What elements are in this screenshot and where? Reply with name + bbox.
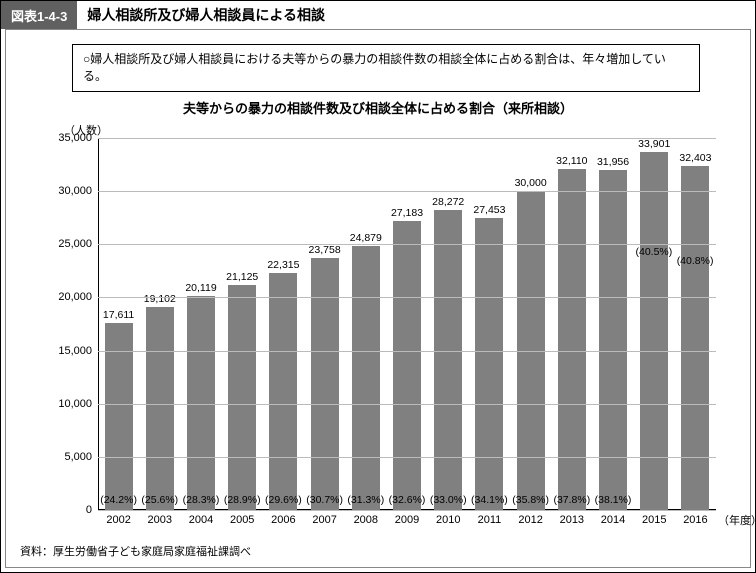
x-tick-label: 2013 xyxy=(560,514,584,526)
bars-group: 17,611(24.2%)200219,102(25.6%)200320,119… xyxy=(98,138,716,510)
bar-pct-label: (40.8%) xyxy=(677,255,714,267)
bar-value-label: 22,315 xyxy=(267,259,299,271)
x-tick-label: 2004 xyxy=(189,514,213,526)
bar-pct-label: (34.1%) xyxy=(471,494,508,506)
y-tick-label: 35,000 xyxy=(58,132,92,144)
x-axis-unit: （年度） xyxy=(718,512,756,528)
bar-value-label: 20,119 xyxy=(185,282,216,294)
y-tick-label: 20,000 xyxy=(58,291,92,303)
figure-title: 婦人相談所及び婦人相談員による相談 xyxy=(77,1,755,29)
bar: (38.1%) xyxy=(599,170,627,510)
grid-line xyxy=(98,191,716,192)
x-tick-label: 2010 xyxy=(436,514,460,526)
bar-value-label: 19,102 xyxy=(144,293,176,305)
bar-value-label: 32,403 xyxy=(679,152,711,164)
bar-slot: 33,901(40.5%)2015 xyxy=(634,138,675,510)
grid-line xyxy=(98,404,716,405)
bar-value-label: 30,000 xyxy=(515,177,547,189)
bar: (40.8%) xyxy=(681,166,709,510)
bar-pct-label: (24.2%) xyxy=(100,494,137,506)
bar-chart: 17,611(24.2%)200219,102(25.6%)200320,119… xyxy=(98,138,716,510)
figure-container: 図表1-4-3 婦人相談所及び婦人相談員による相談 ○婦人相談所及び婦人相談員に… xyxy=(0,0,756,573)
y-tick-label: 10,000 xyxy=(58,398,92,410)
bar-pct-label: (28.3%) xyxy=(183,494,220,506)
grid-line xyxy=(98,510,716,511)
bar-value-label: 24,879 xyxy=(350,232,382,244)
grid-line xyxy=(98,244,716,245)
y-tick-label: 0 xyxy=(86,504,92,516)
bar-pct-label: (31.3%) xyxy=(347,494,384,506)
bar: (37.8%) xyxy=(558,169,586,510)
bar-pct-label: (28.9%) xyxy=(224,494,261,506)
bar-pct-label: (37.8%) xyxy=(553,494,590,506)
bar-slot: 20,119(28.3%)2004 xyxy=(180,138,221,510)
bar-pct-label: (25.6%) xyxy=(141,494,178,506)
bar: (34.1%) xyxy=(475,218,503,510)
bar-pct-label: (38.1%) xyxy=(595,494,632,506)
title-row: 図表1-4-3 婦人相談所及び婦人相談員による相談 xyxy=(1,1,755,29)
bar-pct-label: (40.5%) xyxy=(635,246,672,258)
bar: (30.7%) xyxy=(311,258,339,511)
bar: (25.6%) xyxy=(146,307,174,510)
bar-value-label: 28,272 xyxy=(432,196,464,208)
figure-number: 図表1-4-3 xyxy=(1,1,77,29)
grid-line xyxy=(98,297,716,298)
bar-slot: 17,611(24.2%)2002 xyxy=(98,138,139,510)
bar-slot: 24,879(31.3%)2008 xyxy=(345,138,386,510)
x-tick-label: 2008 xyxy=(354,514,378,526)
bar-value-label: 33,901 xyxy=(638,138,670,150)
bar-slot: 31,956(38.1%)2014 xyxy=(592,138,633,510)
bar: (28.9%) xyxy=(228,285,256,510)
x-tick-label: 2009 xyxy=(395,514,419,526)
bar-value-label: 27,183 xyxy=(391,207,423,219)
inner-frame: ○婦人相談所及び婦人相談員における夫等からの暴力の相談件数の相談全体に占める割合… xyxy=(5,29,751,568)
bar-value-label: 32,110 xyxy=(556,155,587,167)
chart-subtitle: 夫等からの暴力の相談件数及び相談全体に占める割合（来所相談） xyxy=(6,98,750,117)
x-tick-label: 2014 xyxy=(601,514,625,526)
bar-slot: 22,315(29.6%)2006 xyxy=(263,138,304,510)
bar-slot: 21,125(28.9%)2005 xyxy=(222,138,263,510)
x-tick-label: 2012 xyxy=(518,514,542,526)
bar-value-label: 23,758 xyxy=(309,244,341,256)
bar-slot: 23,758(30.7%)2007 xyxy=(304,138,345,510)
bar-pct-label: (32.6%) xyxy=(389,494,426,506)
bar-slot: 19,102(25.6%)2003 xyxy=(139,138,180,510)
grid-line xyxy=(98,138,716,139)
grid-line xyxy=(98,351,716,352)
x-tick-label: 2003 xyxy=(148,514,172,526)
x-tick-label: 2011 xyxy=(478,514,502,526)
x-tick-label: 2002 xyxy=(106,514,130,526)
y-tick-label: 5,000 xyxy=(64,451,92,463)
bar-pct-label: (35.8%) xyxy=(512,494,549,506)
x-tick-label: 2007 xyxy=(312,514,336,526)
bar-slot: 28,272(33.0%)2010 xyxy=(428,138,469,510)
x-tick-label: 2016 xyxy=(683,514,707,526)
bar-pct-label: (30.7%) xyxy=(306,494,343,506)
bar-value-label: 31,956 xyxy=(597,156,629,168)
bar-pct-label: (33.0%) xyxy=(430,494,467,506)
bar: (29.6%) xyxy=(269,273,297,510)
grid-line xyxy=(98,457,716,458)
x-tick-label: 2006 xyxy=(271,514,295,526)
x-tick-label: 2005 xyxy=(230,514,254,526)
plot-area: 17,611(24.2%)200219,102(25.6%)200320,119… xyxy=(98,138,716,510)
bar: (32.6%) xyxy=(393,221,421,510)
bar-value-label: 17,611 xyxy=(103,309,134,321)
bar-value-label: 21,125 xyxy=(226,271,258,283)
bar-slot: 30,000(35.8%)2012 xyxy=(510,138,551,510)
bar-slot: 27,183(32.6%)2009 xyxy=(386,138,427,510)
y-tick-label: 15,000 xyxy=(58,345,92,357)
bar: (33.0%) xyxy=(434,210,462,510)
source-text: 資料：厚生労働省子ども家庭局家庭福祉課調べ xyxy=(20,543,251,559)
bar-slot: 27,453(34.1%)2011 xyxy=(469,138,510,510)
bar-slot: 32,110(37.8%)2013 xyxy=(551,138,592,510)
y-tick-label: 25,000 xyxy=(58,238,92,250)
note-box: ○婦人相談所及び婦人相談員における夫等からの暴力の相談件数の相談全体に占める割合… xyxy=(72,44,700,92)
bar: (31.3%) xyxy=(352,246,380,510)
x-tick-label: 2015 xyxy=(642,514,666,526)
y-tick-label: 30,000 xyxy=(58,185,92,197)
bar-value-label: 27,453 xyxy=(473,204,505,216)
bar-pct-label: (29.6%) xyxy=(265,494,302,506)
bar-slot: 32,403(40.8%)2016 xyxy=(675,138,716,510)
